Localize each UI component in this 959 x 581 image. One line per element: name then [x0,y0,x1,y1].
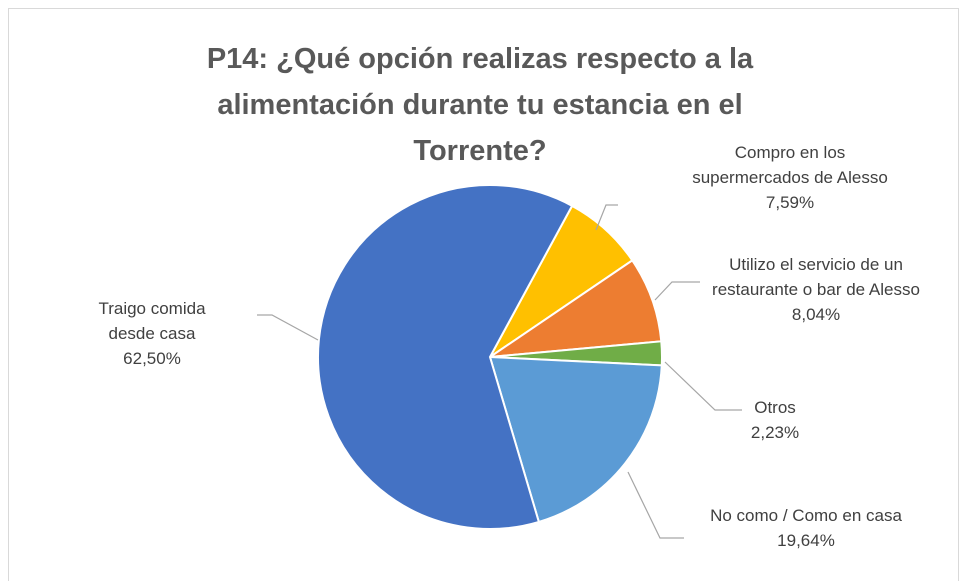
value-label: 8,04% [791,305,841,324]
leader-line [664,361,742,411]
leader-line [595,204,618,231]
category-label: No como / Como en casa [710,506,902,525]
value-label: 62,50% [123,349,181,368]
data-label: Compro en los supermercados de Alesso 7,5… [685,140,895,215]
category-label: Utilizo el servicio de un restaurante o … [712,255,920,299]
category-label: Otros [754,398,796,417]
category-label: Compro en los supermercados de Alesso [692,143,888,187]
pie-slice [488,355,663,524]
pie-slice [317,184,574,530]
data-label: Utilizo el servicio de un restaurante o … [706,252,926,327]
value-label: 7,59% [765,193,815,212]
data-label: Traigo comida desde casa 62,50% [87,296,217,371]
leader-line [257,314,319,341]
data-label: No como / Como en casa 19,64% [676,503,936,553]
chart-title: P14: ¿Qué opción realizas respecto a la … [206,43,754,167]
leader-line [627,471,684,539]
value-label: 2,23% [750,423,800,442]
leader-line [654,281,700,301]
value-label: 19,64% [777,531,835,550]
data-label: Otros 2,23% [735,395,815,445]
category-label: Traigo comida desde casa [98,299,206,343]
